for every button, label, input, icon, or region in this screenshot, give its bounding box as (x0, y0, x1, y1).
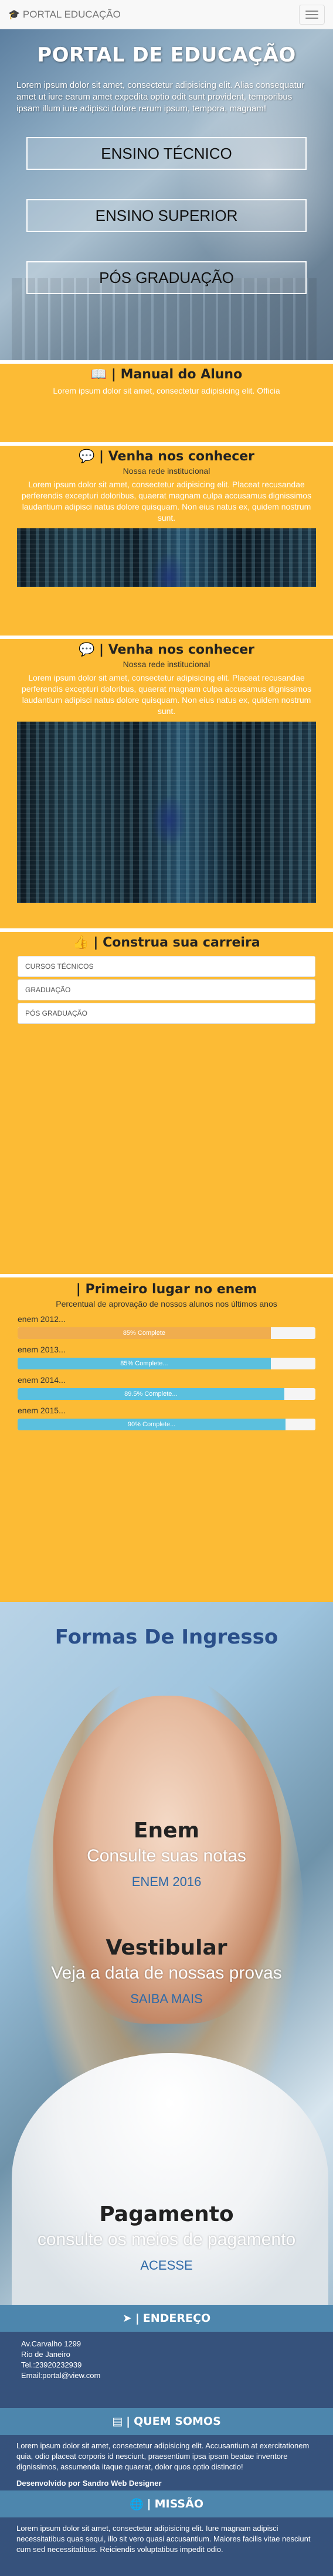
carreira-title: 👍 | Construa sua carreira (73, 935, 260, 950)
address-city: Rio de Janeiro (21, 2350, 70, 2359)
progress-label: enem 2012... (18, 1314, 66, 1324)
list-icon: ▤ (112, 2415, 123, 2428)
enem-title: | Primeiro lugar no enem (76, 1282, 257, 1297)
ingresso-section: Formas De Ingresso Enem Consulte suas no… (0, 1602, 333, 2305)
thumbs-up-icon: 👍 (73, 935, 89, 950)
quem-somos-heading: ▤ | Quem Somos (0, 2408, 333, 2435)
ingresso-vestibular-title: Vestibular (106, 1936, 227, 1960)
saiba-mais-link[interactable]: SAIBA MAIS (130, 1991, 203, 2006)
conhecer-subtitle: Nossa rede institucional (123, 466, 210, 476)
progress-bar: 85% Complete (18, 1327, 315, 1339)
ensino-superior-button[interactable]: ENSINO SUPERIOR (26, 199, 307, 232)
ingresso-pagamento-subtitle: consulte os meios de pagamento (37, 2230, 296, 2249)
ingresso-enem-subtitle: Consulte suas notas (87, 1846, 246, 1866)
server-room-image-2 (17, 722, 316, 903)
server-room-image (17, 528, 316, 587)
missao-body: Lorem ipsum dolor sit amet, consectetur … (0, 2517, 333, 2576)
progress-label: enem 2013... (18, 1345, 66, 1354)
ingresso-vestibular-subtitle: Veja a data de nossas provas (51, 1963, 282, 1983)
endereco-body: Av.Carvalho 1299 Rio de Janeiro Tel.:239… (0, 2332, 333, 2408)
developer-credit: Desenvolvido por Sandro Web Designer (16, 2479, 162, 2488)
ingresso-vestibular-block: Vestibular Veja a data de nossas provas … (0, 1936, 333, 2007)
manual-section: 📖 | Manual do Aluno Lorem ipsum dolor si… (0, 360, 333, 442)
progress-bar: 85% Complete... (18, 1358, 315, 1369)
ensino-tecnico-button[interactable]: ENSINO TÉCNICO (26, 137, 307, 170)
cap-icon: 🎓 (8, 9, 20, 20)
navbar: 🎓 PORTAL EDUCAÇÃO (0, 0, 333, 29)
conhecer-title: 💬 | Venha nos conhecer (78, 449, 255, 464)
endereco-heading: ➤ | Endereço (0, 2305, 333, 2332)
acesse-link[interactable]: ACESSE (140, 2258, 193, 2273)
globe-icon: 🌐 (130, 2498, 144, 2511)
footer-quem-somos: ▤ | Quem Somos Lorem ipsum dolor sit ame… (0, 2408, 333, 2490)
hero-section: PORTAL DE EDUCAÇÃO Lorem ipsum dolor sit… (0, 29, 333, 360)
comment-icon: 💬 (78, 449, 95, 464)
missao-heading: 🌐 | Missão (0, 2490, 333, 2517)
quem-somos-text: Lorem ipsum dolor sit amet, consectetur … (16, 2441, 310, 2471)
carreira-section: 👍 | Construa sua carreira CURSOS TÉCNICO… (0, 928, 333, 1274)
conhecer-title-2: 💬 | Venha nos conhecer (78, 643, 255, 657)
ingresso-pagamento-block: Pagamento consulte os meios de pagamento… (0, 2202, 333, 2273)
hero-text: Lorem ipsum dolor sit amet, consectetur … (16, 80, 305, 114)
progress-bar: 90% Complete... (18, 1419, 315, 1430)
footer-endereco: ➤ | Endereço Av.Carvalho 1299 Rio de Jan… (0, 2305, 333, 2408)
address-email[interactable]: Email:portal@view.com (21, 2371, 101, 2380)
carreira-list: CURSOS TÉCNICOS GRADUAÇÃO PÓS GRADUAÇÃO (18, 956, 315, 1024)
progress-fill: 90% Complete... (18, 1419, 286, 1430)
conhecer-text-2: Lorem ipsum dolor sit amet, consectetur … (21, 673, 312, 716)
ingresso-enem-block: Enem Consulte suas notas ENEM 2016 (0, 1819, 333, 1890)
hero-photo-face (53, 1696, 281, 2024)
manual-title: 📖 | Manual do Aluno (90, 367, 243, 382)
book-icon: 📖 (90, 367, 107, 382)
ingresso-enem-title: Enem (133, 1819, 200, 1843)
enem-subtitle: Percentual de aprovação de nossos alunos… (56, 1299, 277, 1309)
enem-2016-link[interactable]: ENEM 2016 (131, 1874, 202, 1889)
manual-text: Lorem ipsum dolor sit amet, consectetur … (53, 386, 280, 395)
list-item-cursos-tecnicos[interactable]: CURSOS TÉCNICOS (18, 956, 315, 977)
progress-fill: 85% Complete... (18, 1358, 271, 1369)
conhecer-text: Lorem ipsum dolor sit amet, consectetur … (21, 480, 312, 522)
address-line: Av.Carvalho 1299 (21, 2339, 81, 2348)
menu-toggle-button[interactable] (299, 4, 325, 25)
address-phone: Tel.:23920232939 (21, 2360, 82, 2369)
footer: ➤ | Endereço Av.Carvalho 1299 Rio de Jan… (0, 2305, 333, 2576)
pos-graduacao-button[interactable]: PÓS GRADUAÇÃO (26, 261, 307, 294)
hero-photo-shirt (12, 2053, 328, 2305)
quem-somos-body: Lorem ipsum dolor sit amet, consectetur … (0, 2435, 333, 2490)
location-arrow-icon: ➤ (122, 2312, 132, 2325)
brand-link[interactable]: 🎓 PORTAL EDUCAÇÃO (8, 9, 121, 21)
conhecer-subtitle-2: Nossa rede institucional (123, 660, 210, 669)
brand-label: PORTAL EDUCAÇÃO (22, 8, 121, 20)
footer-missao: 🌐 | Missão Lorem ipsum dolor sit amet, c… (0, 2490, 333, 2576)
ingresso-title: Formas De Ingresso (55, 1625, 278, 1649)
list-item-graduacao[interactable]: GRADUAÇÃO (18, 979, 315, 1000)
progress-fill: 85% Complete (18, 1327, 271, 1339)
enem-progress-list: enem 2012... 85% Complete enem 2013... 8… (0, 1314, 333, 1430)
ingresso-pagamento-title: Pagamento (99, 2202, 234, 2226)
page-title: PORTAL DE EDUCAÇÃO (37, 43, 296, 67)
progress-label: enem 2014... (18, 1375, 66, 1385)
conhecer-section: 💬 | Venha nos conhecer Nossa rede instit… (0, 442, 333, 636)
list-item-pos-graduacao[interactable]: PÓS GRADUAÇÃO (18, 1003, 315, 1024)
enem-section: | Primeiro lugar no enem Percentual de a… (0, 1274, 333, 1602)
missao-text: Lorem ipsum dolor sit amet, consectetur … (16, 2524, 311, 2554)
comment-icon: 💬 (78, 643, 95, 657)
conhecer-section-2: 💬 | Venha nos conhecer Nossa rede instit… (0, 636, 333, 928)
progress-bar: 89.5% Complete... (18, 1388, 315, 1400)
progress-fill: 89.5% Complete... (18, 1388, 284, 1400)
progress-label: enem 2015... (18, 1406, 66, 1415)
hamburger-icon (305, 10, 318, 12)
